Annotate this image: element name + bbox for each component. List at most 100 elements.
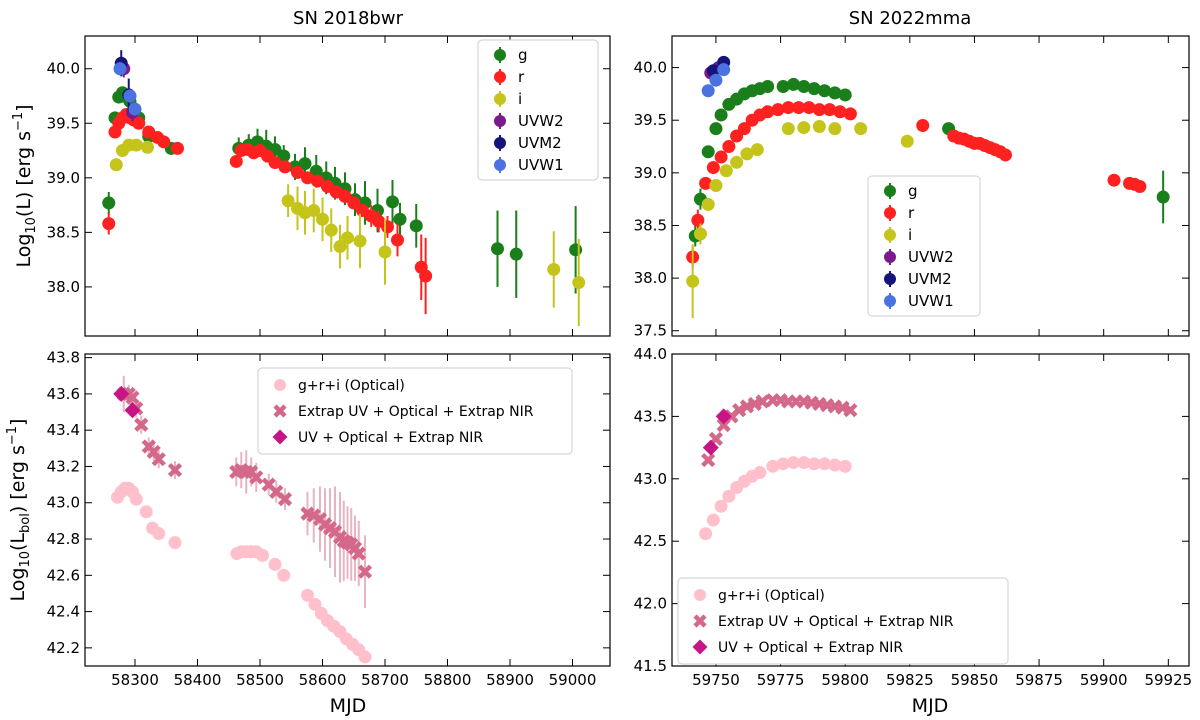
data-point <box>776 457 790 471</box>
y-tick-label: 42.5 <box>634 532 667 550</box>
data-point <box>316 212 329 226</box>
data-point <box>722 489 736 503</box>
data-point <box>823 103 837 117</box>
y-tick-label: 39.0 <box>47 169 80 187</box>
data-point <box>324 223 338 237</box>
legend-frame <box>257 367 573 455</box>
data-point <box>818 84 832 98</box>
legend-item: i <box>884 226 912 244</box>
data-point <box>771 103 785 117</box>
legend-frame <box>867 175 981 317</box>
series-g-r-i-optical <box>111 481 372 664</box>
data-point <box>833 105 847 119</box>
data-point <box>706 513 720 527</box>
legend-marker <box>694 589 706 601</box>
data-marks <box>699 393 858 541</box>
data-point <box>740 147 754 161</box>
data-point <box>139 505 153 519</box>
data-point <box>167 463 183 478</box>
data-point <box>358 650 372 664</box>
data-point <box>308 597 322 611</box>
legend-marker <box>884 229 896 241</box>
data-point <box>307 204 321 218</box>
data-point <box>730 155 744 169</box>
data-point <box>699 527 713 541</box>
data-point <box>714 499 728 513</box>
data-point <box>812 120 826 134</box>
legend-marker <box>692 639 708 655</box>
data-marks <box>111 375 373 664</box>
panel-title-sn2022mma: SN 2022mma <box>849 8 972 29</box>
legend-item: r <box>494 68 525 86</box>
legend-label: UV + Optical + Extrap NIR <box>718 640 903 656</box>
data-point <box>129 138 143 152</box>
y-tick-label: 43.2 <box>47 457 80 475</box>
legend-item: r <box>884 204 915 222</box>
data-point <box>781 101 795 115</box>
legend-frame <box>677 577 1009 665</box>
data-point <box>702 439 719 456</box>
data-point <box>351 546 366 561</box>
data-point <box>701 452 716 468</box>
data-point <box>347 196 361 210</box>
y-tick-label: 38.5 <box>47 223 80 241</box>
panel-sn2022mma-bolometric: 59750 59775 59800 59825 59850 59875 59900 59925… <box>634 345 1193 717</box>
legend-item: UV + Optical + Extrap NIR <box>692 639 903 656</box>
series-uvw1 <box>701 63 731 98</box>
y-tick-label: 41.5 <box>634 657 667 675</box>
legend-item: Extrap UV + Optical + Extrap NIR <box>273 404 534 420</box>
y-tick-label: 40.0 <box>634 59 667 77</box>
data-point <box>249 470 264 485</box>
data-point <box>113 62 127 76</box>
legend-marker <box>494 93 506 105</box>
data-point <box>714 150 728 164</box>
legend-marker <box>494 159 506 171</box>
data-point <box>807 457 821 471</box>
data-point <box>301 171 314 185</box>
x-tick-label: 59000 <box>549 671 597 689</box>
data-point <box>277 568 291 582</box>
data-point <box>268 156 282 170</box>
data-point <box>838 459 852 473</box>
data-point <box>717 63 731 77</box>
legend-label: i <box>908 226 912 244</box>
legend-filters: gri UVW2 UVM2 UVW1 <box>477 39 599 181</box>
data-point <box>828 86 842 100</box>
data-point <box>134 417 149 432</box>
y-tick-label: 37.5 <box>634 322 667 340</box>
data-point <box>691 213 705 227</box>
x-tick-label: 59900 <box>1080 671 1128 689</box>
data-point <box>706 161 720 175</box>
data-point <box>491 242 504 256</box>
x-tick-label: 58900 <box>486 671 534 689</box>
legend-marker <box>884 295 896 307</box>
data-point <box>409 219 423 233</box>
legend-item: UVM2 <box>494 134 562 152</box>
axes-frame <box>671 353 1190 667</box>
data-point <box>818 457 832 471</box>
axes-frame <box>84 35 611 337</box>
data-point <box>828 122 842 136</box>
data-point <box>732 403 747 418</box>
data-point <box>509 247 523 261</box>
data-point <box>797 80 811 94</box>
data-point <box>753 466 767 480</box>
series-i <box>686 120 914 319</box>
x-tick-label: 59825 <box>886 671 934 689</box>
x-tick-label: 59875 <box>1015 671 1063 689</box>
y-axis-label-luminosity: Log10(L) [erg s−1] <box>11 104 39 267</box>
y-tick-label: 42.0 <box>634 595 667 613</box>
legend-marker <box>494 137 506 149</box>
data-point <box>761 80 775 94</box>
data-point <box>812 103 826 117</box>
x-tick-label: 58700 <box>361 671 409 689</box>
y-tick-label: 39.5 <box>634 111 667 129</box>
y-tick-label: 42.6 <box>47 566 80 584</box>
data-point <box>171 141 184 155</box>
data-point <box>781 122 795 136</box>
data-point <box>709 122 723 136</box>
axis-ticks: 59750 59775 59800 59825 59850 59875 59900 59925… <box>634 345 1193 689</box>
panel-sn2018bwr-bolometric: 58300 58400 58500 58600 58700 58800 58900 59000… <box>5 349 611 717</box>
data-point <box>786 77 800 91</box>
